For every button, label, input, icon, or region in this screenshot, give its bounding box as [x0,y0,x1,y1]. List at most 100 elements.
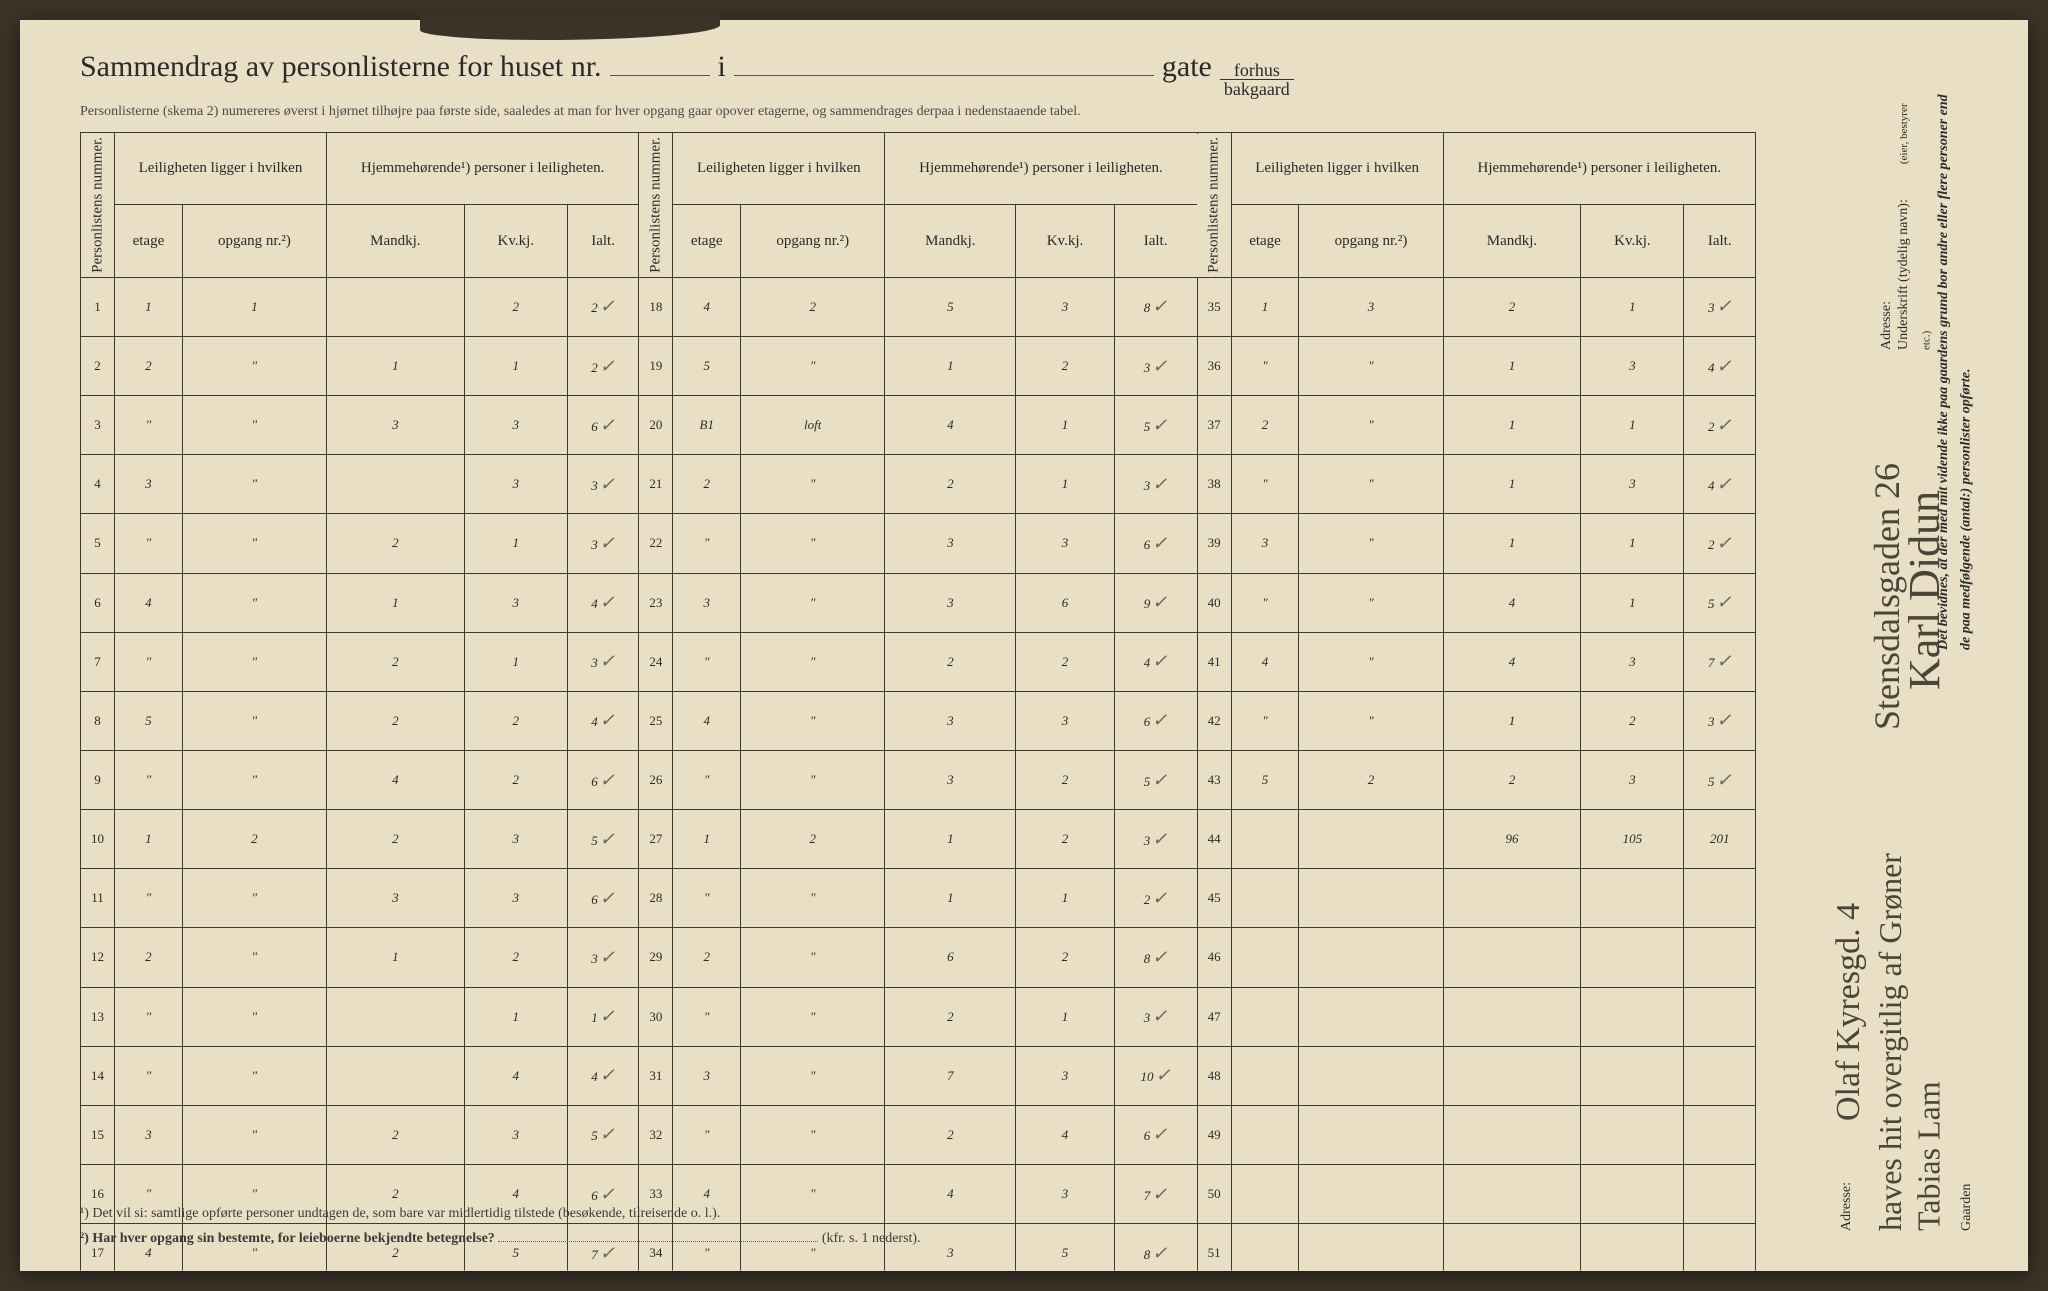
hdr-kvkj-1: Kv.kj. [464,205,567,277]
row-number: 39 [1197,514,1231,573]
cell-value: 105 [1581,810,1684,869]
cell-value: 4 [1684,336,1756,395]
cell-value [326,455,464,514]
cell-value: " [115,514,183,573]
cell-value: 2 [326,632,464,691]
cell-value: 6 [567,750,638,809]
cell-value: 1 [673,810,741,869]
row-number: 12 [81,928,115,987]
cell-value: 3 [673,1046,741,1105]
cell-value: 3 [1581,632,1684,691]
row-number: 47 [1197,987,1231,1046]
blank-husnr [610,75,710,76]
row-number: 7 [81,632,115,691]
cell-value: " [741,869,885,928]
footnote-2b: (kfr. s. 1 nederst). [822,1231,921,1246]
row-number: 38 [1197,455,1231,514]
cell-value: 6 [1114,1105,1197,1164]
cell-value [1581,987,1684,1046]
cell-value: 4 [885,396,1016,455]
cell-value: 7 [885,1046,1016,1105]
cell-value: B1 [673,396,741,455]
cell-value: " [741,750,885,809]
blank-gate [734,75,1154,76]
hdr-etage-2: etage [673,205,741,277]
row-number: 35 [1197,277,1231,336]
cell-value: 3 [115,455,183,514]
cell-value: 1 [464,632,567,691]
cell-value [1443,1046,1581,1105]
cell-value: " [182,691,326,750]
hdr-leiligheten-1: Leiligheten ligger i hvilken [115,133,327,205]
table-row: 11""33628""11245 [81,869,1756,928]
row-number: 26 [639,750,673,809]
cell-value: 1 [464,987,567,1046]
hdr-personlistens-3: Personlistens nummer. [1197,133,1231,278]
cell-value: 1 [1443,455,1581,514]
cell-value: 4 [464,1046,567,1105]
row-number: 28 [639,869,673,928]
adresse2-handwriting: Olaf Kyresgd. 4 [1830,821,1868,1121]
cell-value [1231,1105,1299,1164]
cell-value: 2 [464,750,567,809]
cell-value: 1 [464,336,567,395]
table-row: 14""44313"731048 [81,1046,1756,1105]
cell-value: 1 [567,987,638,1046]
cell-value: 3 [885,514,1016,573]
cell-value: 2 [1016,336,1114,395]
cell-value: 8 [1114,928,1197,987]
row-number: 25 [639,691,673,750]
cell-value: " [673,987,741,1046]
cell-value: 6 [1016,573,1114,632]
cell-value: 3 [1581,455,1684,514]
cell-value: 3 [1299,277,1443,336]
cell-value: 5 [567,810,638,869]
cell-value: 1 [326,573,464,632]
cell-value: " [182,987,326,1046]
underskrift-label: Underskrift (tydelig navn): (eier, besty… [1893,90,1938,350]
cell-value: 6 [1114,691,1197,750]
row-number: 40 [1197,573,1231,632]
forhus: forhus [1220,61,1294,80]
cell-value: " [115,396,183,455]
cell-value [1684,928,1756,987]
cell-value: 3 [464,869,567,928]
cell-value: 4 [673,277,741,336]
row-number: 32 [639,1105,673,1164]
cell-value: 1 [1443,691,1581,750]
hdr-kvkj-3: Kv.kj. [1581,205,1684,277]
cell-value: 1 [1016,869,1114,928]
gaarden-handwriting: haves hit overgitlig af Grøner Tabias La… [1871,811,1948,1231]
cell-value: 10 [1114,1046,1197,1105]
cell-value [1231,869,1299,928]
cell-value: 2 [885,632,1016,691]
cell-value: " [115,869,183,928]
cell-value: 1 [1231,277,1299,336]
cell-value: 3 [115,1105,183,1164]
row-number: 15 [81,1105,115,1164]
row-number: 36 [1197,336,1231,395]
census-table: Personlistens nummer. Leiligheten ligger… [80,132,1756,1191]
cell-value: 3 [1684,277,1756,336]
adresse2-label: Adresse: [1836,1131,1858,1231]
cell-value: " [1299,632,1443,691]
cell-value: 2 [326,1105,464,1164]
table-row: 13""1130""21347 [81,987,1756,1046]
cell-value [1581,928,1684,987]
cell-value: 1 [464,514,567,573]
cell-value: " [741,928,885,987]
row-number: 4 [81,455,115,514]
table-row: 5""21322""336393"112 [81,514,1756,573]
cell-value: " [673,514,741,573]
hdr-opgang-1: opgang nr.²) [182,205,326,277]
cell-value: 1 [1581,573,1684,632]
table-row: 122"123292"62846 [81,928,1756,987]
hdr-kvkj-2: Kv.kj. [1016,205,1114,277]
cell-value [1231,1046,1299,1105]
cell-value: 3 [885,691,1016,750]
cell-value: 2 [1684,514,1756,573]
cell-value: " [182,396,326,455]
hdr-ialt-2: Ialt. [1114,205,1197,277]
cell-value: 7 [1684,632,1756,691]
row-number: 48 [1197,1046,1231,1105]
